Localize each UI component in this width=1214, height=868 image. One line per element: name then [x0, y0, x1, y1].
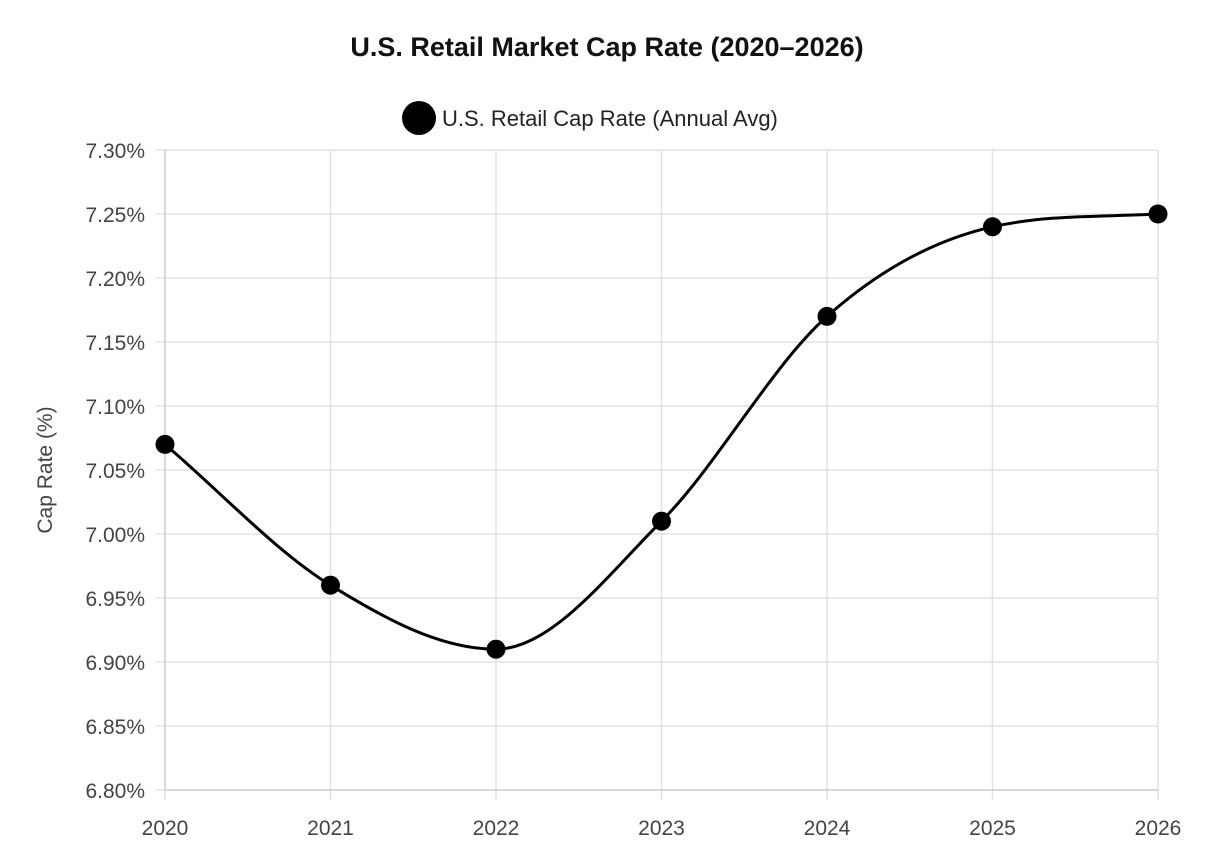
x-tick-label: 2026 [1135, 817, 1182, 840]
y-axis-ticks: 6.80% 6.85% 6.90% 6.95% 7.00% 7.05% 7.10% 7.15%… [85, 140, 145, 803]
y-tick-label: 7.15% [85, 332, 145, 355]
data-point[interactable]: 2024: 7.17% [817, 306, 837, 326]
y-tick-label: 7.30% [85, 140, 145, 163]
data-point[interactable]: 2021: 6.96% [321, 575, 340, 595]
axes [164, 150, 1158, 791]
legend-marker-icon [402, 101, 436, 135]
x-axis-ticks: 2020 2021 2022 2023 2024 2025 2026 [142, 817, 1182, 840]
y-tick-label: 7.05% [85, 460, 145, 483]
chart-title: U.S. Retail Market Cap Rate (2020–2026) [350, 32, 863, 62]
y-tick-label: 6.80% [85, 780, 145, 803]
y-tick-label: 6.95% [85, 588, 145, 611]
data-point[interactable]: 2020: 7.07% [155, 434, 175, 454]
data-point[interactable]: 2025: 7.24% [983, 217, 1002, 237]
y-tick-label: 6.90% [85, 652, 145, 675]
y-axis-label: Cap Rate (%) [34, 406, 57, 533]
legend-label: U.S. Retail Cap Rate (Annual Avg) [442, 106, 778, 131]
data-point[interactable]: 2022: 6.91% [486, 639, 506, 659]
series: 2020: 7.07% 2021: 6.96% 2022: 6.91% 2023: 7… [155, 204, 1168, 659]
y-tick-label: 7.25% [85, 204, 145, 227]
x-tick-label: 2020 [142, 817, 189, 840]
data-point[interactable]: 2023: 7.01% [652, 511, 671, 531]
x-tick-label: 2022 [473, 817, 520, 840]
y-tick-label: 7.10% [85, 396, 145, 419]
data-point[interactable]: 2026: 7.25% [1148, 204, 1168, 224]
x-tick-label: 2021 [307, 817, 354, 840]
legend[interactable]: U.S. Retail Cap Rate (Annual Avg) [402, 101, 778, 135]
x-tick-label: 2024 [804, 817, 851, 840]
grid [155, 149, 1159, 800]
y-tick-label: 7.20% [85, 268, 145, 291]
x-tick-label: 2025 [969, 817, 1016, 840]
x-tick-label: 2023 [638, 817, 685, 840]
y-tick-label: 6.85% [85, 716, 145, 739]
y-tick-label: 7.00% [85, 524, 145, 547]
